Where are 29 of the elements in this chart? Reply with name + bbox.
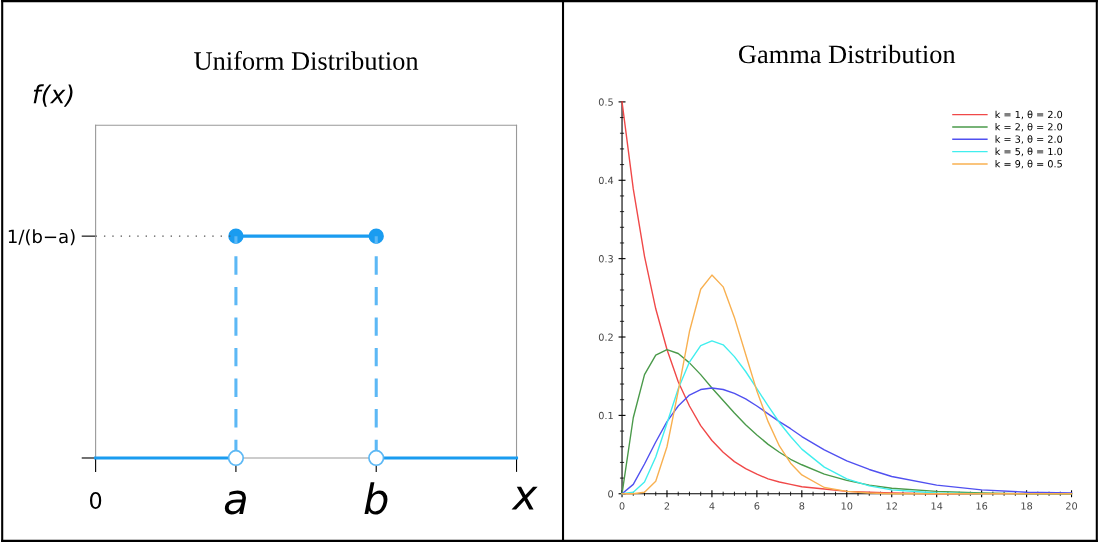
y-tick-label: 0.4	[598, 176, 614, 185]
legend-label: k = 2, θ = 2.0	[995, 122, 1063, 132]
y-tick-label: 0.3	[598, 255, 613, 263]
x-tick-label: 2	[664, 502, 670, 510]
x-tick-label: 10	[841, 502, 853, 510]
legend-label: k = 9, θ = 0.5	[995, 159, 1062, 169]
y-axis-title: f(x)	[33, 84, 73, 107]
y-tick-label: 0.5	[598, 98, 613, 106]
x-tick-label: b	[364, 482, 388, 515]
x-tick-label: 12	[886, 502, 897, 510]
x-tick-label: 8	[799, 502, 805, 510]
x-tick-label: 14	[931, 502, 943, 510]
text: 1/(b−a)	[8, 229, 75, 246]
chart-title: Gamma Distribution	[739, 44, 956, 64]
x-tick-label: 20	[1066, 502, 1078, 510]
x-tick-label: 0	[90, 492, 102, 509]
x-axis-title: x	[511, 486, 538, 510]
x-tick-label: a	[224, 490, 246, 515]
x-tick-label: 6	[754, 502, 760, 510]
x-tick-label: 18	[1021, 502, 1033, 510]
legend-label: k = 1, θ = 2.0	[995, 110, 1063, 120]
x-tick-label: 0	[619, 502, 625, 510]
legend-label: k = 5, θ = 1.0	[995, 147, 1063, 157]
chart-title: Uniform Distribution	[194, 51, 419, 70]
y-tick-label: 0.1	[598, 411, 613, 420]
y-tick-label: 0.2	[598, 333, 613, 341]
legend-label: k = 3, θ = 2.0	[995, 135, 1063, 144]
x-tick-label: 16	[976, 502, 988, 510]
x-tick-label: 4	[709, 502, 715, 510]
